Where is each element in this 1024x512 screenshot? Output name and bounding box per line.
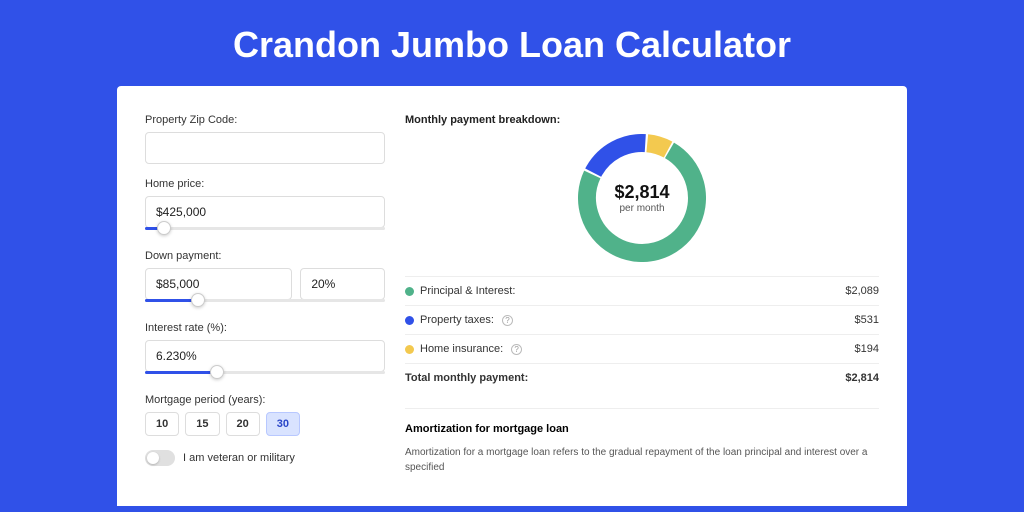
legend-total-value: $2,814 xyxy=(845,372,879,384)
legend-total-row: Total monthly payment: $2,814 xyxy=(405,363,879,392)
donut-center: $2,814 per month xyxy=(578,134,706,262)
mortgage-period-group: 1015 2030 xyxy=(145,412,385,436)
period-button-10[interactable]: 10 xyxy=(145,412,179,436)
legend-label: Home insurance: xyxy=(420,343,503,355)
down-payment-slider-thumb[interactable] xyxy=(191,293,205,307)
inputs-column: Property Zip Code: Home price: Down paym… xyxy=(145,114,385,506)
legend-row: Principal & Interest: $2,089 xyxy=(405,276,879,305)
veteran-toggle[interactable] xyxy=(145,450,175,466)
legend-dot xyxy=(405,316,414,325)
page-title: Crandon Jumbo Loan Calculator xyxy=(0,0,1024,86)
period-button-30[interactable]: 30 xyxy=(266,412,300,436)
legend: Principal & Interest: $2,089 Property taxe… xyxy=(405,276,879,363)
period-button-20[interactable]: 20 xyxy=(226,412,260,436)
down-payment-slider[interactable] xyxy=(145,296,385,308)
info-icon[interactable]: ? xyxy=(511,344,522,355)
zip-label: Property Zip Code: xyxy=(145,114,385,126)
interest-rate-slider[interactable] xyxy=(145,368,385,380)
donut-amount: $2,814 xyxy=(614,182,669,203)
donut-sub: per month xyxy=(619,203,664,214)
down-payment-label: Down payment: xyxy=(145,250,385,262)
amortization-title: Amortization for mortgage loan xyxy=(405,408,879,435)
breakdown-column: Monthly payment breakdown: $2,814 per mo… xyxy=(405,114,879,506)
legend-label: Principal & Interest: xyxy=(420,285,515,297)
legend-value: $531 xyxy=(855,314,879,326)
calculator-card: Property Zip Code: Home price: Down paym… xyxy=(117,86,907,506)
legend-value: $2,089 xyxy=(845,285,879,297)
legend-total-label: Total monthly payment: xyxy=(405,372,528,384)
period-button-15[interactable]: 15 xyxy=(185,412,219,436)
home-price-field: Home price: xyxy=(145,178,385,236)
legend-label: Property taxes: xyxy=(420,314,494,326)
legend-value: $194 xyxy=(855,343,879,355)
interest-rate-field: Interest rate (%): xyxy=(145,322,385,380)
legend-row: Property taxes:? $531 xyxy=(405,305,879,334)
legend-dot xyxy=(405,287,414,296)
mortgage-period-field: Mortgage period (years): 1015 2030 xyxy=(145,394,385,436)
mortgage-period-label: Mortgage period (years): xyxy=(145,394,385,406)
payment-donut: $2,814 per month xyxy=(578,134,706,262)
home-price-label: Home price: xyxy=(145,178,385,190)
toggle-knob xyxy=(147,452,159,464)
interest-rate-slider-thumb[interactable] xyxy=(210,365,224,379)
interest-rate-label: Interest rate (%): xyxy=(145,322,385,334)
home-price-slider-thumb[interactable] xyxy=(157,221,171,235)
info-icon[interactable]: ? xyxy=(502,315,513,326)
down-payment-field: Down payment: xyxy=(145,250,385,308)
zip-input[interactable] xyxy=(145,132,385,164)
veteran-label: I am veteran or military xyxy=(183,452,295,464)
zip-field: Property Zip Code: xyxy=(145,114,385,164)
legend-dot xyxy=(405,345,414,354)
donut-wrap: $2,814 per month xyxy=(405,134,879,262)
amortization-text: Amortization for a mortgage loan refers … xyxy=(405,445,879,475)
home-price-slider[interactable] xyxy=(145,224,385,236)
veteran-row: I am veteran or military xyxy=(145,450,385,466)
legend-row: Home insurance:? $194 xyxy=(405,334,879,363)
breakdown-title: Monthly payment breakdown: xyxy=(405,114,879,126)
